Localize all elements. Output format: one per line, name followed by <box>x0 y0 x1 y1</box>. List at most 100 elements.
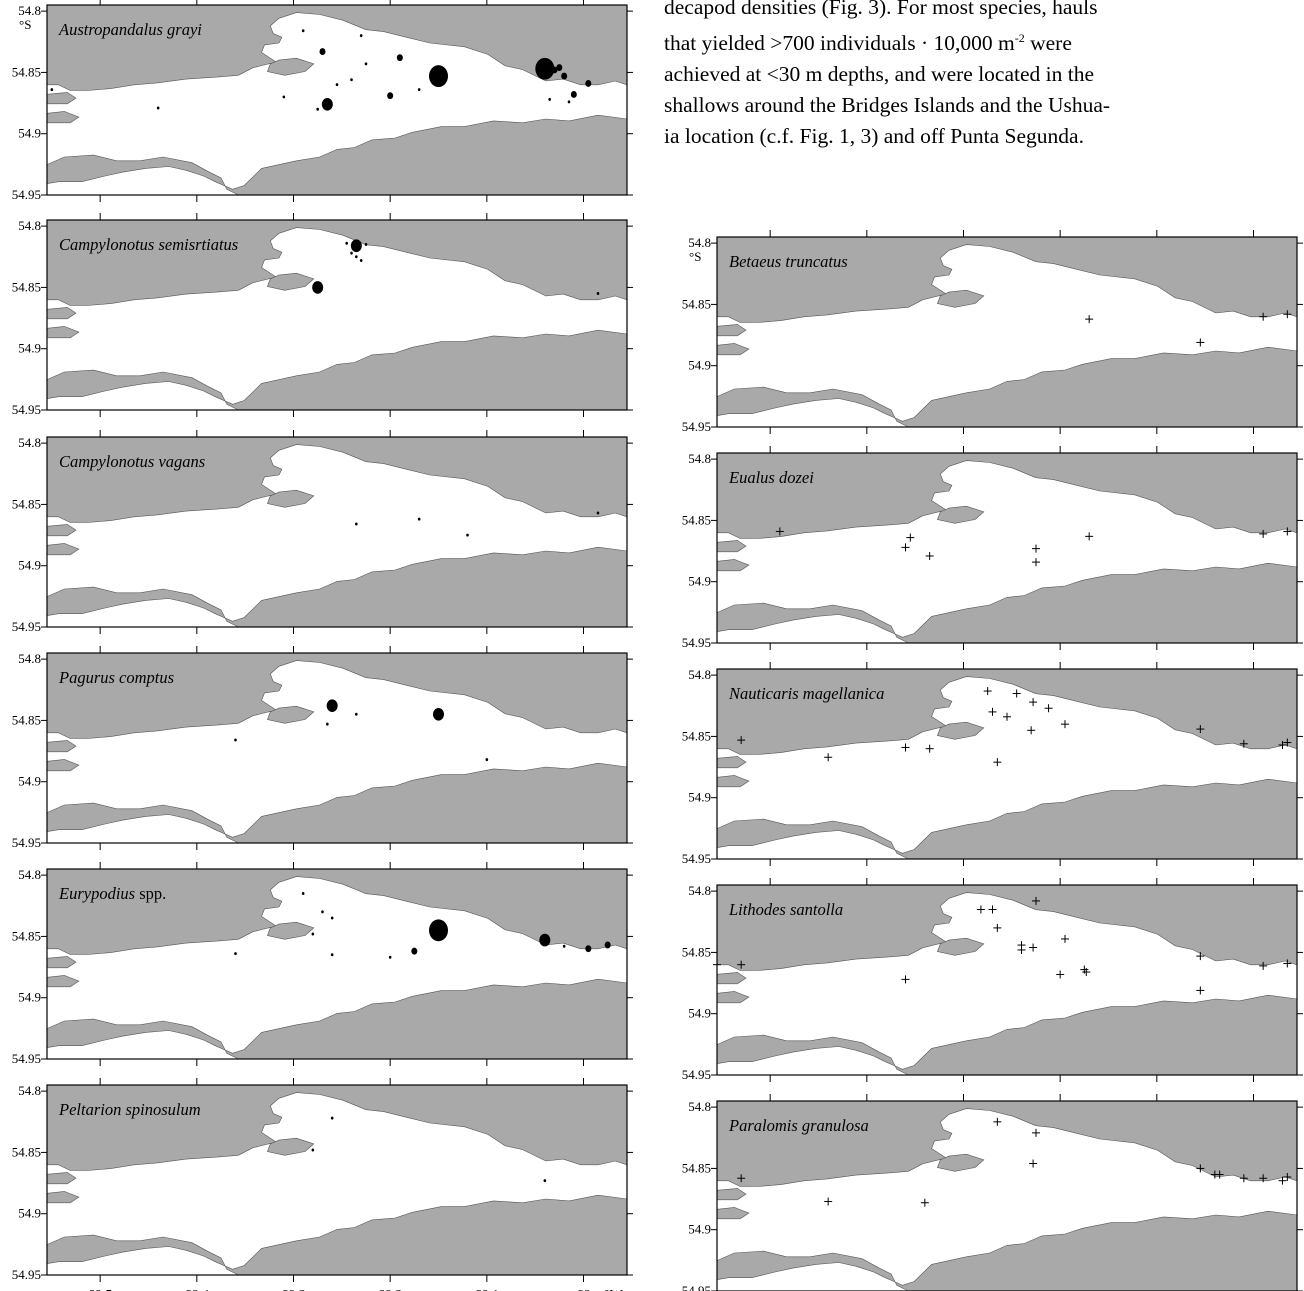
density-bubble <box>596 511 600 515</box>
map-frame <box>46 652 628 844</box>
bridges-island-land <box>266 921 315 940</box>
lat-tick-label: 54.95 <box>682 419 711 434</box>
map-frame <box>716 884 1298 1076</box>
map-frame <box>46 4 628 196</box>
map-panel: 54.8 54.85 54.9 54.95 Eualus dozei <box>682 446 1303 650</box>
density-bubble <box>335 83 339 87</box>
density-bubble <box>466 533 469 537</box>
north-coast-land <box>46 4 628 91</box>
occurrence-cross <box>737 1174 746 1183</box>
density-bubble <box>543 1179 547 1183</box>
occurrence-cross <box>993 758 1002 767</box>
occurrence-cross <box>1283 959 1292 968</box>
occurrence-cross <box>1044 704 1053 713</box>
map-panel: 54.8 54.85 54.9 54.95 Campylonotus semisrtia… <box>12 213 633 417</box>
density-bubble <box>345 241 348 245</box>
occurrence-cross <box>1196 725 1205 734</box>
body-text: decapod densities (Fig. 3). For most spe… <box>664 0 1296 152</box>
occurrence-cross <box>1012 689 1021 698</box>
density-bubble <box>319 48 326 56</box>
species-name: Campylonotus semisrtiatus <box>59 235 238 254</box>
occurrence-cross <box>1029 698 1038 707</box>
occurrence-cross <box>901 543 910 552</box>
occurrence-cross <box>1278 1176 1287 1185</box>
bridges-island-land <box>266 1137 315 1156</box>
density-bubble <box>585 945 592 953</box>
species-label: Pagurus comptus <box>58 668 174 687</box>
north-coast-land <box>46 652 628 739</box>
occurrence-cross <box>824 753 833 762</box>
bridges-island-land <box>266 272 315 291</box>
density-bubble <box>316 107 319 111</box>
species-name: Campylonotus vagans <box>59 452 205 471</box>
species-label: Eurypodius spp. <box>58 884 166 903</box>
density-bubble <box>311 932 315 936</box>
density-bubble <box>417 517 421 521</box>
map-panel: 54.8 54.85 54.9 54.95 Lithodes santolla <box>682 878 1303 1082</box>
north-coast-land <box>46 868 628 955</box>
bridges-island-land <box>936 937 985 956</box>
occurrence-cross <box>1259 961 1268 970</box>
lat-tick-label: 54.9 <box>688 1222 711 1237</box>
south-coast-land <box>46 546 628 628</box>
density-bubble <box>321 97 333 111</box>
map-frame <box>46 436 628 628</box>
species-label: Campylonotus semisrtiatus <box>59 235 238 254</box>
lat-tick-label: 54.8 <box>18 3 41 18</box>
species-label: Peltarion spinosulum <box>58 1100 201 1119</box>
species-label: Austropandalus grayi <box>58 20 202 39</box>
density-bubble <box>330 916 334 920</box>
map-frame <box>716 236 1298 428</box>
density-bubble <box>411 947 418 955</box>
density-bubble <box>433 707 444 721</box>
lat-tick-label: 54.8 <box>688 883 711 898</box>
occurrence-cross <box>993 923 1002 932</box>
south-coast-land <box>46 114 628 196</box>
density-bubble <box>485 758 489 762</box>
occurrence-cross <box>713 960 721 969</box>
occurrence-cross <box>1032 1128 1040 1137</box>
lat-tick-label: 54.8 <box>18 651 41 666</box>
lat-tick-label: 54.8 <box>18 867 41 882</box>
species-name: Austropandalus grayi <box>58 20 202 39</box>
lat-tick-label: 54.8 <box>688 235 711 250</box>
map-panel: 54.8 54.85 54.9 54.95 °S Austropandalus grayi <box>12 0 633 202</box>
map-frame <box>46 1084 628 1276</box>
occurrence-cross <box>1032 544 1040 553</box>
density-bubble <box>570 91 577 98</box>
lat-tick-label: 54.85 <box>682 944 711 959</box>
density-bubble <box>301 892 305 896</box>
density-bubble <box>561 72 568 80</box>
map-frame <box>46 219 628 411</box>
density-bubble <box>156 106 160 110</box>
lat-tick-label: 54.9 <box>688 574 711 589</box>
lat-tick-label: 54.95 <box>12 402 41 417</box>
density-bubble <box>234 952 237 956</box>
lat-tick-label: 54.9 <box>688 1006 711 1021</box>
density-bubble <box>234 738 237 742</box>
occurrence-cross <box>925 744 934 753</box>
density-bubble <box>326 699 338 713</box>
south-coast-land <box>716 778 1298 860</box>
occurrence-cross <box>983 687 992 696</box>
lat-tick-label: 54.9 <box>18 126 41 141</box>
lat-tick-label: 54.85 <box>12 1144 41 1159</box>
bridges-island-land <box>266 57 315 76</box>
occurrence-cross <box>976 905 985 914</box>
density-bubble <box>355 712 358 716</box>
south-coast-land <box>716 994 1298 1076</box>
occurrence-cross <box>1239 1174 1248 1183</box>
lat-tick-label: 54.9 <box>18 774 41 789</box>
occurrence-cross <box>1082 968 1091 977</box>
lat-tick-label: 54.9 <box>18 341 41 356</box>
lat-tick-label: 54.9 <box>18 1206 41 1221</box>
occurrence-cross <box>1196 1164 1205 1173</box>
bridges-island-land <box>936 721 985 740</box>
occurrence-cross <box>1283 310 1292 319</box>
bridges-island-land <box>266 489 315 508</box>
lat-tick-label: 54.95 <box>682 1283 711 1291</box>
lat-tick-label: 54.85 <box>682 512 711 527</box>
text-line-4: shallows around the Bridges Islands and … <box>664 93 1111 118</box>
